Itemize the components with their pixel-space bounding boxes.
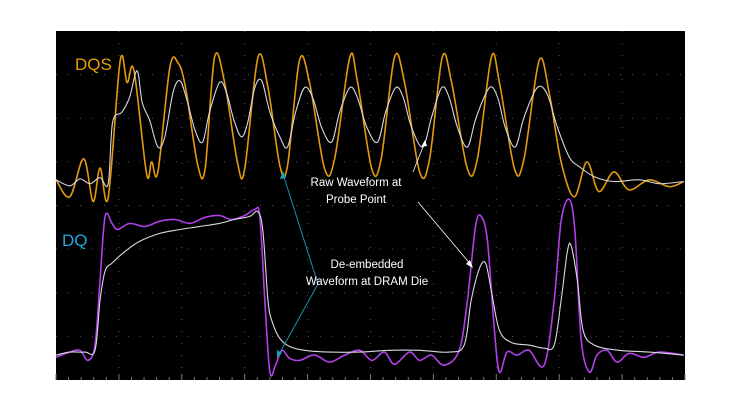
arrowhead-icon (421, 140, 427, 147)
dq-de-embedded-trace (55, 198, 684, 377)
arrowhead-icon (466, 260, 473, 268)
deembedded-arrows (277, 173, 319, 357)
dq-label: DQ (62, 231, 88, 250)
arrowhead-icon (277, 350, 282, 358)
dqs-label: DQS (75, 55, 112, 74)
dqs-raw-trace (55, 70, 684, 188)
raw-arrow-dqs (412, 141, 426, 173)
raw-annotation-line2: Probe Point (326, 194, 387, 206)
annotation-arrows (277, 140, 473, 358)
dqs-de-embedded-trace (55, 52, 685, 203)
dq-raw-trace (55, 210, 684, 356)
deembedded-annotation-line2: Waveform at DRAM Die (306, 276, 428, 288)
raw-arrow-dq (417, 201, 473, 267)
deembedded-annotation-line1: De-embedded (331, 259, 404, 271)
arrowhead-icon (280, 171, 286, 179)
grid (55, 31, 686, 380)
traces (55, 52, 685, 377)
raw-annotation-line1: Raw Waveform at (311, 177, 403, 189)
